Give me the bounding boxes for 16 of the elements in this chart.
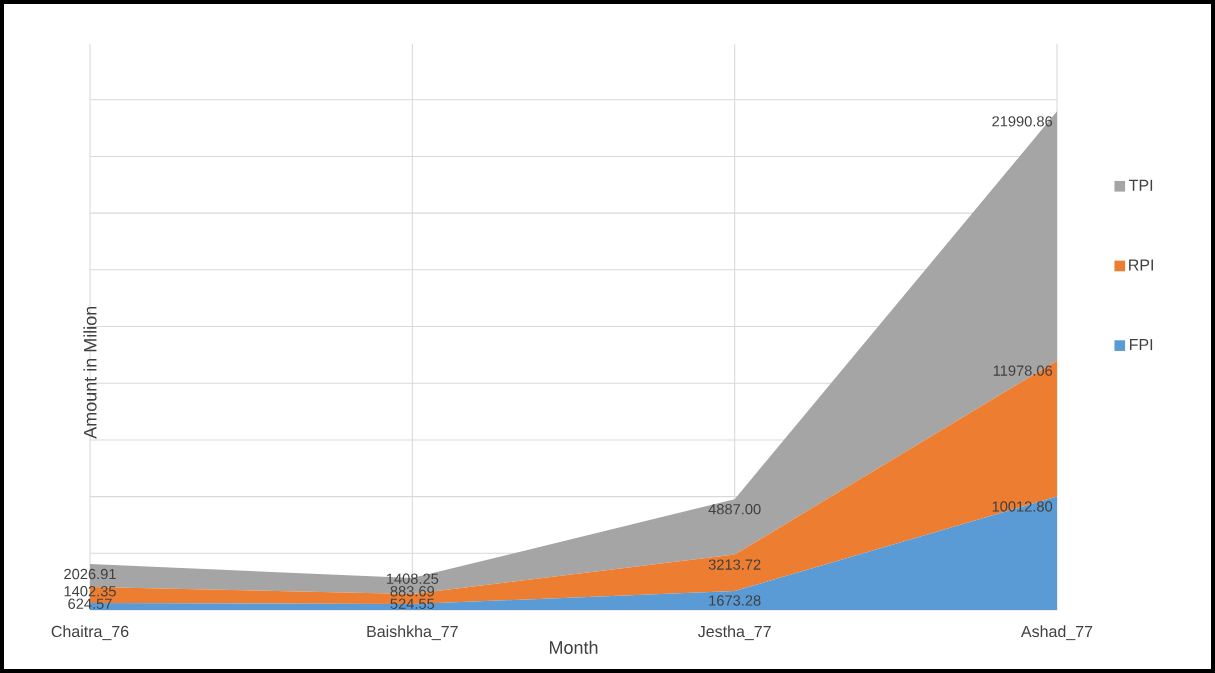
data-label: 1673.28 <box>709 595 761 606</box>
x-tick-label: Baishkha_77 <box>367 625 458 641</box>
legend-label: RPI <box>1129 259 1153 271</box>
data-label: 1408.25 <box>386 573 439 584</box>
data-label: 4887.00 <box>708 503 761 515</box>
data-label: 21990.86 <box>992 116 1053 127</box>
data-label: 624.57 <box>68 598 112 609</box>
data-label: 2026.91 <box>64 568 116 580</box>
data-label: 3213.72 <box>708 559 761 570</box>
x-axis-title: Month <box>549 640 598 654</box>
y-axis-title: Amount in Milion <box>83 306 97 439</box>
x-tick-label: Chaitra_76 <box>51 625 129 641</box>
legend-label: TPI <box>1129 179 1153 191</box>
x-tick-label: Ashad_77 <box>1020 625 1093 641</box>
x-tick-label: Jestha_77 <box>698 625 771 641</box>
legend-label: FPI <box>1129 339 1153 351</box>
